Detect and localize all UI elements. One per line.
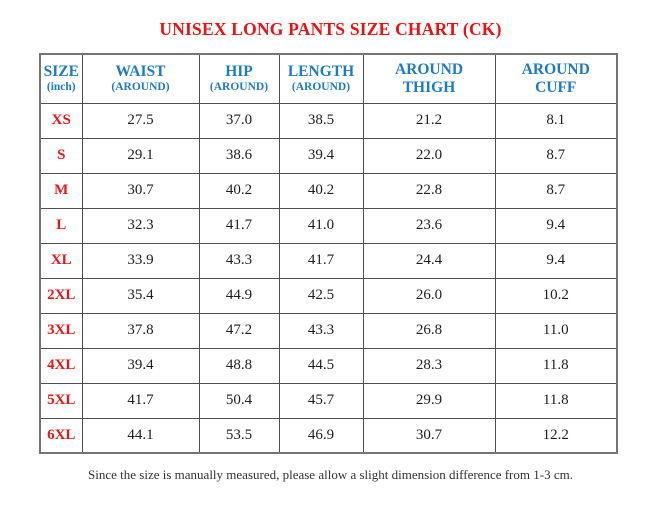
col-header-cuff-label1: AROUND	[521, 60, 590, 78]
cuff-value: 9.4	[494, 242, 618, 279]
hip-value: 41.7	[198, 207, 280, 244]
col-header-size: SIZE (inch)	[39, 53, 83, 104]
size-cell: M	[39, 172, 83, 209]
col-header-waist: WAIST (AROUND)	[81, 53, 200, 104]
length-value: 40.2	[278, 172, 364, 209]
size-cell: 4XL	[39, 347, 83, 384]
cuff-value: 9.4	[494, 207, 618, 244]
table-row: 3XL 37.8 47.2 43.3 26.8 11.0	[39, 312, 618, 349]
waist-value: 33.9	[81, 242, 200, 279]
table-row: M 30.7 40.2 40.2 22.8 8.7	[39, 172, 618, 209]
length-value: 41.0	[278, 207, 364, 244]
thigh-value: 29.9	[362, 382, 496, 419]
measurement-disclaimer: Since the size is manually measured, ple…	[88, 467, 573, 482]
thigh-value: 26.0	[362, 277, 496, 314]
thigh-value: 24.4	[362, 242, 496, 279]
waist-value: 32.3	[81, 207, 200, 244]
size-cell: XS	[39, 102, 83, 139]
cuff-value: 8.7	[494, 137, 618, 174]
table-row: 4XL 39.4 48.8 44.5 28.3 11.8	[39, 347, 618, 384]
cuff-value: 11.8	[494, 382, 618, 419]
waist-value: 35.4	[81, 277, 200, 314]
size-cell: 3XL	[39, 312, 83, 349]
table-row: 5XL 41.7 50.4 45.7 29.9 11.8	[39, 382, 618, 419]
thigh-value: 22.8	[362, 172, 496, 209]
hip-value: 53.5	[198, 417, 280, 454]
hip-value: 43.3	[198, 242, 280, 279]
cuff-value: 11.0	[494, 312, 618, 349]
length-value: 42.5	[278, 277, 364, 314]
col-header-hip-sub: (AROUND)	[209, 81, 269, 94]
length-value: 44.5	[278, 347, 364, 384]
table-row: S 29.1 38.6 39.4 22.0 8.7	[39, 137, 618, 174]
thigh-value: 28.3	[362, 347, 496, 384]
col-header-thigh-label2: THIGH	[402, 78, 456, 96]
thigh-value: 21.2	[362, 102, 496, 139]
length-value: 41.7	[278, 242, 364, 279]
length-value: 38.5	[278, 102, 364, 139]
col-header-size-label: SIZE	[43, 63, 79, 81]
col-header-length-sub: (AROUND)	[291, 81, 351, 94]
size-chart-table: SIZE (inch) WAIST (AROUND) HIP (AROUND) …	[39, 53, 618, 454]
col-header-hip-label: HIP	[225, 63, 253, 81]
table-row: L 32.3 41.7 41.0 23.6 9.4	[39, 207, 618, 244]
table-row: 2XL 35.4 44.9 42.5 26.0 10.2	[39, 277, 618, 314]
hip-value: 38.6	[198, 137, 280, 174]
cuff-value: 12.2	[494, 417, 618, 454]
col-header-waist-label: WAIST	[115, 63, 166, 81]
col-header-around-thigh: AROUND THIGH	[362, 53, 496, 104]
cuff-value: 11.8	[494, 347, 618, 384]
size-cell: L	[39, 207, 83, 244]
page-title: UNISEX LONG PANTS SIZE CHART (CK)	[159, 19, 502, 39]
thigh-value: 22.0	[362, 137, 496, 174]
col-header-size-sub: (inch)	[46, 81, 76, 94]
size-cell: 6XL	[39, 417, 83, 454]
hip-value: 47.2	[198, 312, 280, 349]
size-cell: S	[39, 137, 83, 174]
table-row: XL 33.9 43.3 41.7 24.4 9.4	[39, 242, 618, 279]
thigh-value: 26.8	[362, 312, 496, 349]
length-value: 43.3	[278, 312, 364, 349]
hip-value: 40.2	[198, 172, 280, 209]
length-value: 39.4	[278, 137, 364, 174]
col-header-around-cuff: AROUND CUFF	[494, 53, 618, 104]
length-value: 45.7	[278, 382, 364, 419]
size-table-body: XS 27.5 37.0 38.5 21.2 8.1 S 29.1 38.6 3…	[39, 102, 618, 454]
hip-value: 50.4	[198, 382, 280, 419]
hip-value: 44.9	[198, 277, 280, 314]
thigh-value: 30.7	[362, 417, 496, 454]
col-header-cuff-label2: CUFF	[535, 78, 577, 96]
waist-value: 44.1	[81, 417, 200, 454]
col-header-thigh-label1: AROUND	[394, 60, 464, 78]
waist-value: 41.7	[81, 382, 200, 419]
col-header-waist-sub: (AROUND)	[111, 81, 170, 94]
waist-value: 30.7	[81, 172, 200, 209]
size-cell: XL	[39, 242, 83, 279]
thigh-value: 23.6	[362, 207, 496, 244]
table-row: 6XL 44.1 53.5 46.9 30.7 12.2	[39, 417, 618, 454]
cuff-value: 8.1	[494, 102, 618, 139]
cuff-value: 8.7	[494, 172, 618, 209]
size-cell: 2XL	[39, 277, 83, 314]
table-row: XS 27.5 37.0 38.5 21.2 8.1	[39, 102, 618, 139]
hip-value: 37.0	[198, 102, 280, 139]
waist-value: 27.5	[81, 102, 200, 139]
hip-value: 48.8	[198, 347, 280, 384]
cuff-value: 10.2	[494, 277, 618, 314]
header-row: SIZE (inch) WAIST (AROUND) HIP (AROUND) …	[39, 53, 618, 104]
waist-value: 37.8	[81, 312, 200, 349]
col-header-length: LENGTH (AROUND)	[278, 53, 364, 104]
size-cell: 5XL	[39, 382, 83, 419]
col-header-hip: HIP (AROUND)	[198, 53, 280, 104]
waist-value: 39.4	[81, 347, 200, 384]
col-header-length-label: LENGTH	[287, 63, 355, 81]
waist-value: 29.1	[81, 137, 200, 174]
length-value: 46.9	[278, 417, 364, 454]
